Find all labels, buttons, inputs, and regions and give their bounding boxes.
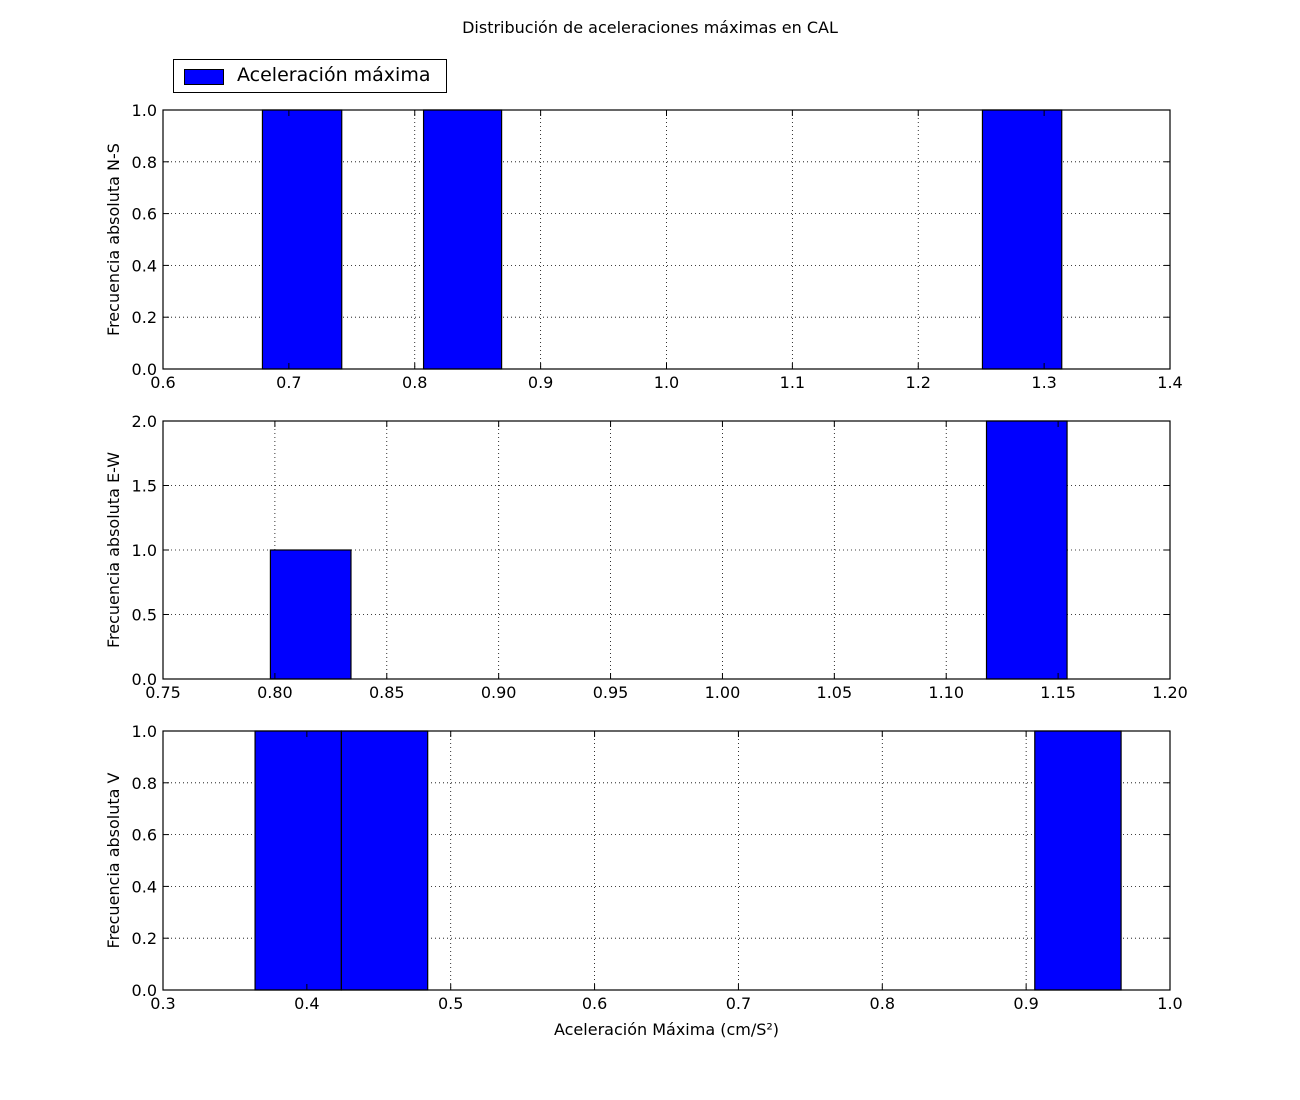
x-tick-label: 0.8 — [402, 373, 427, 392]
histogram-bar — [1034, 730, 1122, 991]
y-tick-label: 1.5 — [132, 477, 157, 496]
y-axis-label: Frecuencia absoluta E-W — [104, 452, 123, 648]
x-tick-label: 0.4 — [294, 994, 319, 1013]
x-tick-label: 1.20 — [1152, 683, 1188, 702]
x-axis-label: Aceleración Máxima (cm/S²) — [554, 1020, 779, 1039]
histogram-bar — [340, 730, 429, 991]
x-tick-label: 0.8 — [870, 994, 895, 1013]
x-tick-label: 1.4 — [1157, 373, 1182, 392]
x-tick-label: 0.7 — [726, 994, 751, 1013]
y-tick-label: 0.4 — [132, 877, 157, 896]
x-tick-label: 1.0 — [1157, 994, 1182, 1013]
y-tick-label: 0.2 — [132, 929, 157, 948]
x-tick-label: 0.6 — [150, 373, 175, 392]
x-tick-label: 1.1 — [780, 373, 805, 392]
y-tick-label: 0.8 — [132, 153, 157, 172]
y-axis-label: Frecuencia absoluta V — [104, 772, 123, 948]
x-tick-label: 0.90 — [481, 683, 517, 702]
x-tick-label: 0.9 — [528, 373, 553, 392]
x-tick-label: 0.5 — [438, 994, 463, 1013]
x-tick-label: 0.3 — [150, 994, 175, 1013]
histogram-bar — [261, 109, 343, 370]
y-axis-label: Frecuencia absoluta N-S — [104, 143, 123, 336]
histogram-bar — [981, 109, 1063, 370]
y-tick-label: 0.0 — [132, 981, 157, 1000]
x-tick-label: 1.05 — [817, 683, 853, 702]
x-tick-label: 0.7 — [276, 373, 301, 392]
y-tick-label: 0.6 — [132, 205, 157, 224]
x-tick-label: 1.2 — [906, 373, 931, 392]
legend-label: Aceleración máxima — [237, 64, 431, 86]
legend-swatch — [184, 69, 224, 85]
axes-frame — [162, 730, 1171, 991]
y-tick-label: 0.4 — [132, 256, 157, 275]
y-tick-label: 1.0 — [132, 101, 157, 120]
histogram-bar — [985, 420, 1068, 680]
y-tick-label: 0.0 — [132, 670, 157, 689]
x-tick-label: 1.15 — [1040, 683, 1076, 702]
y-tick-label: 0.6 — [132, 826, 157, 845]
legend: Aceleración máxima — [173, 59, 447, 93]
y-tick-label: 1.0 — [132, 722, 157, 741]
x-tick-label: 0.80 — [257, 683, 293, 702]
panel-3: 0.3 0.4 0.5 0.6 0.7 0.8 0.9 1.0 0.0 0.2 0.4 0.6 0.8 1… — [104, 722, 1183, 1039]
panel-2: 0.75 0.80 0.85 0.90 0.95 1.00 1.05 1.10 1.15 1.20… — [104, 412, 1188, 702]
x-tick-label: 0.85 — [369, 683, 405, 702]
x-tick-label: 1.00 — [705, 683, 741, 702]
x-tick-label: 0.9 — [1013, 994, 1038, 1013]
histogram-bar — [254, 730, 342, 991]
histogram-bar — [269, 549, 352, 680]
y-tick-label: 0.0 — [132, 360, 157, 379]
x-tick-label: 1.3 — [1031, 373, 1056, 392]
x-tick-label: 0.95 — [593, 683, 629, 702]
y-tick-label: 2.0 — [132, 412, 157, 431]
chart-title: Distribución de aceleraciones máximas en… — [462, 18, 838, 37]
y-tick-label: 0.2 — [132, 308, 157, 327]
panel-1: 0.6 0.7 0.8 0.9 1.0 1.1 1.2 1.3 1.4 0.0 0.2 0.4 0.6 0… — [104, 101, 1183, 392]
histogram-bar — [422, 109, 503, 370]
y-tick-label: 0.5 — [132, 606, 157, 625]
y-tick-label: 0.8 — [132, 774, 157, 793]
x-tick-label: 1.0 — [654, 373, 679, 392]
x-tick-label: 0.6 — [582, 994, 607, 1013]
x-tick-label: 0.75 — [145, 683, 181, 702]
y-tick-label: 1.0 — [132, 541, 157, 560]
x-tick-label: 1.10 — [928, 683, 964, 702]
